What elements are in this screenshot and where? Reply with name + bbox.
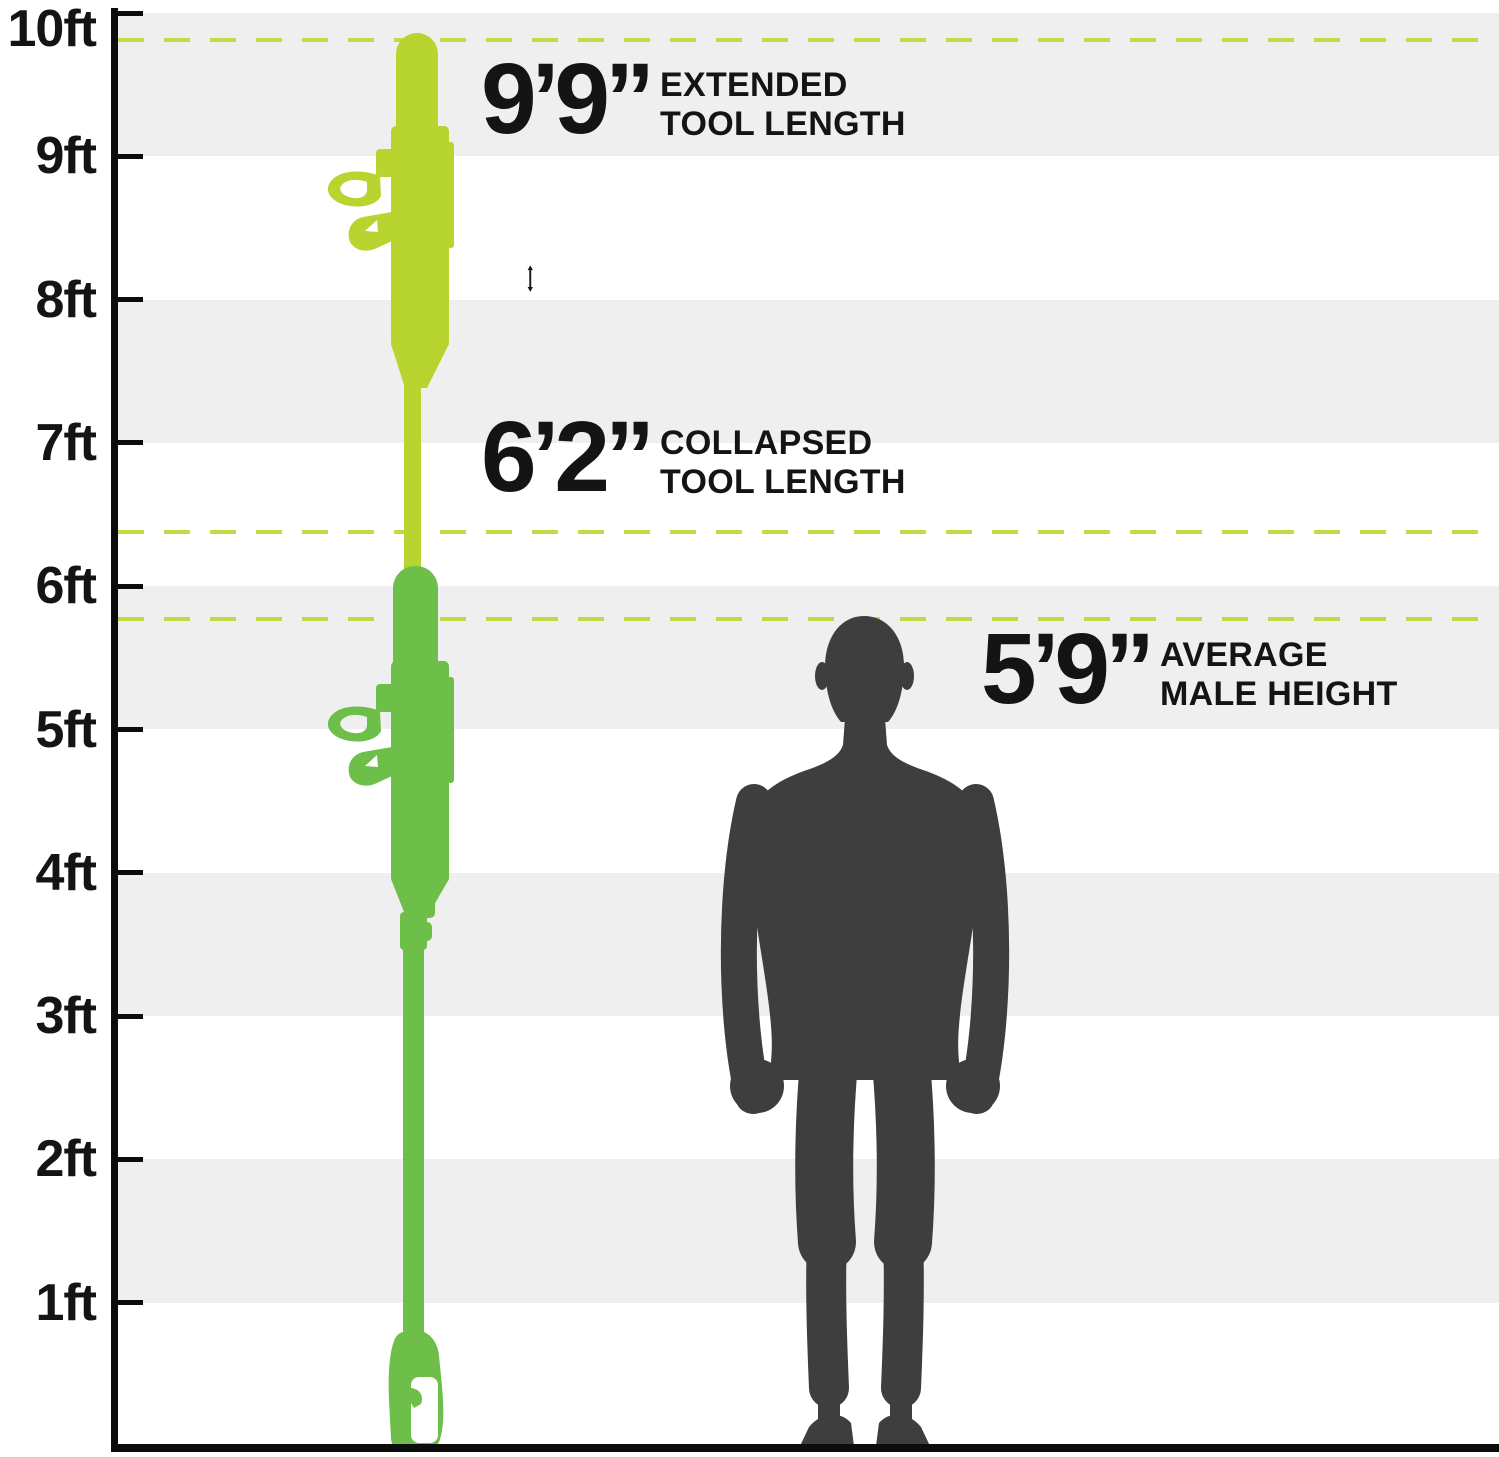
ground-line [111,1444,1499,1452]
axis-tick-label: 4ft [35,843,97,902]
male-height-annotation: 5’9” AVERAGE MALE HEIGHT [981,613,1398,725]
axis-tick [113,1300,143,1306]
axis-tick [113,870,143,876]
background-band [118,586,1499,730]
background-band [118,299,1499,443]
collapsed-length-annotation: 6’2” COLLAPSED TOOL LENGTH [481,401,906,513]
male-height-label: AVERAGE MALE HEIGHT [1160,636,1398,713]
axis-tick-label: 7ft [35,413,97,472]
extend-range-arrow-icon [527,265,533,292]
collapsed-pole-saw-illustration [327,566,454,1451]
y-axis-line [111,8,118,1452]
extended-length-label: EXTENDED TOOL LENGTH [660,66,906,143]
male-height-value: 5’9” [981,613,1155,725]
male-silhouette [720,616,1010,1446]
extended-length-annotation: 9’9” EXTENDED TOOL LENGTH [481,43,906,155]
extended-height-dashline [118,38,1492,42]
axis-tick-label: 8ft [35,270,97,329]
axis-tick [113,583,143,589]
axis-tick-label: 10ft [7,0,97,58]
axis-tick-label: 6ft [35,557,97,616]
axis-tick [113,1013,143,1019]
collapsed-length-label: COLLAPSED TOOL LENGTH [660,424,906,501]
male-height-dashline [118,617,1492,621]
axis-tick [113,727,143,732]
axis-tick-label: 9ft [35,127,97,186]
axis-tick [113,440,143,446]
axis-tick-label: 3ft [35,987,97,1046]
axis-tick [113,153,143,159]
collapsed-height-dashline [118,530,1492,534]
collapsed-length-value: 6’2” [481,401,655,513]
axis-tick-label: 1ft [35,1273,97,1332]
extended-length-value: 9’9” [481,43,655,155]
axis-tick [113,1156,143,1162]
axis-tick-label: 5ft [35,700,97,759]
extended-pole-saw-illustration [327,33,454,640]
axis-tick [113,10,143,16]
background-band [118,13,1499,157]
axis-tick-label: 2ft [35,1130,97,1189]
axis-tick [113,297,143,303]
